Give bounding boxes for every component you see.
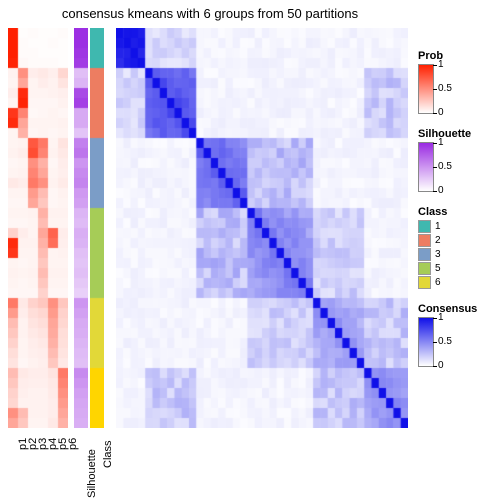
legend-swatch	[418, 234, 431, 247]
legend-class-item: 3	[418, 248, 500, 261]
legend-class-label: 1	[435, 221, 441, 232]
silhouette-annotation	[74, 28, 88, 428]
legend-consensus: Consensus 10.50	[418, 303, 500, 367]
x-label: p6	[67, 438, 79, 450]
legend-class: Class 1 2 3 5 6	[418, 206, 500, 289]
legend-tick: 0.5	[438, 337, 452, 347]
x-label: Silhouette	[86, 449, 98, 498]
legend-tick: 0	[438, 361, 444, 371]
legend-class-label: 3	[435, 249, 441, 260]
legend-class-item: 2	[418, 234, 500, 247]
legend-prob-title: Prob	[418, 50, 500, 62]
legend-swatch	[418, 262, 431, 275]
legend-class-items: 1 2 3 5 6	[418, 220, 500, 289]
legend-tick: 0	[438, 186, 444, 196]
x-axis-labels: p1p2p3p4p5p6SilhouetteClass	[8, 430, 408, 500]
consensus-heatmap	[116, 28, 408, 428]
legend-class-title: Class	[418, 206, 500, 218]
legend-tick: 0	[438, 108, 444, 118]
x-label: Class	[102, 440, 114, 468]
legend-class-label: 5	[435, 263, 441, 274]
legend-class-item: 1	[418, 220, 500, 233]
legend-prob: Prob 10.50	[418, 50, 500, 114]
legend-class-label: 6	[435, 277, 441, 288]
legend-class-item: 5	[418, 262, 500, 275]
legend-tick: 1	[438, 60, 444, 70]
class-annotation	[90, 28, 104, 428]
chart-title: consensus kmeans with 6 groups from 50 p…	[0, 6, 420, 21]
legend-sil-title: Silhouette	[418, 128, 500, 140]
legend-tick: 0.5	[438, 84, 452, 94]
legend-cons-gradient: 10.50	[418, 317, 434, 367]
legend-tick: 1	[438, 138, 444, 148]
legend-swatch	[418, 248, 431, 261]
legend-tick: 1	[438, 313, 444, 323]
legends: Prob 10.50 Silhouette 10.50 Class 12356 …	[418, 50, 500, 381]
legend-swatch	[418, 220, 431, 233]
prob-annotation	[8, 28, 68, 428]
legend-tick: 0.5	[438, 162, 452, 172]
plot-area	[8, 28, 408, 428]
legend-class-item: 6	[418, 276, 500, 289]
legend-cons-title: Consensus	[418, 303, 500, 315]
legend-swatch	[418, 276, 431, 289]
legend-silhouette: Silhouette 10.50	[418, 128, 500, 192]
legend-class-label: 2	[435, 235, 441, 246]
legend-sil-gradient: 10.50	[418, 142, 434, 192]
legend-prob-gradient: 10.50	[418, 64, 434, 114]
